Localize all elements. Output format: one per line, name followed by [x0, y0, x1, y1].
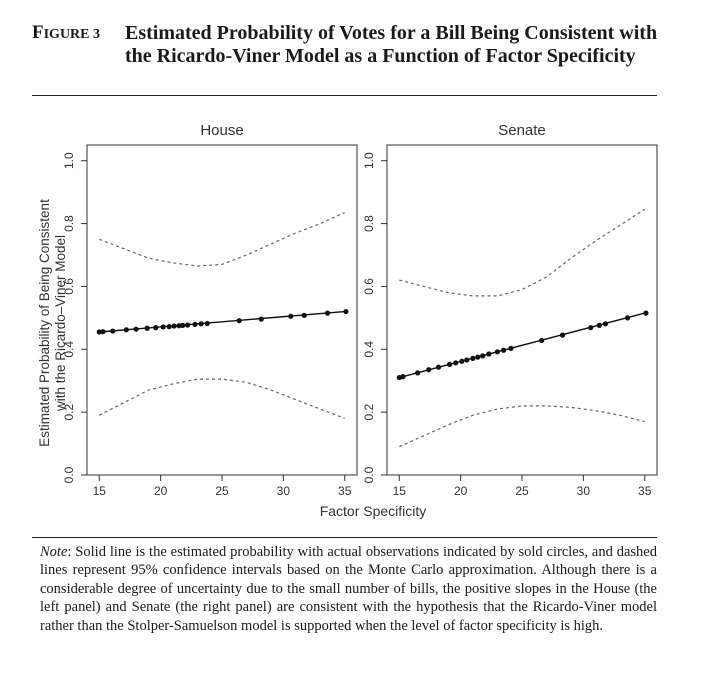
figure-label-initial: F [32, 22, 44, 43]
house-lower-ci-line [99, 378, 345, 419]
senate-observation-point [486, 351, 492, 357]
house-x-tick-label: 25 [215, 484, 229, 498]
figure-note: Note: Solid line is the estimated probab… [40, 543, 657, 635]
senate-observation-point [435, 364, 442, 370]
house-observation-point [160, 324, 166, 330]
house-x-tick-label: 35 [338, 484, 352, 498]
house-observation-point [343, 308, 349, 315]
senate-observation-point [508, 345, 514, 351]
senate-observation-point [624, 315, 631, 321]
house-observation-point [180, 322, 186, 328]
senate-panel-title: Senate [498, 122, 546, 139]
senate-observation-point [464, 357, 470, 363]
senate-observation-point [446, 361, 453, 367]
senate-observation-point [480, 353, 486, 359]
senate-x-tick-label: 15 [393, 484, 407, 498]
house-upper-ci-line [99, 212, 345, 267]
house-observation-point [153, 325, 159, 331]
senate-observation-point [588, 325, 594, 331]
house-observation-point [171, 323, 177, 329]
house-observation-point [144, 325, 150, 331]
figure-label: FIGURE 3 [32, 22, 100, 44]
house-observation-point [236, 318, 242, 324]
house-x-tick-label: 30 [277, 484, 291, 498]
house-y-tick-label: 0.6 [62, 278, 76, 295]
house-y-tick-label: 0.4 [62, 341, 76, 358]
y-axis-label-line-2: with the Ricardo–Viner Model [53, 235, 68, 412]
house-y-tick-label: 1.0 [62, 152, 76, 169]
house-observation-point [192, 321, 198, 328]
senate-observation-point [415, 370, 421, 376]
senate-panel: Senate 15 20 25 30 35 0.0 0.2 0.4 0.6 0.8 1.0 [362, 122, 658, 498]
house-observation-point [324, 310, 331, 316]
figure-label-rest: IGURE 3 [43, 27, 101, 42]
senate-y-tick-label: 0.2 [362, 403, 376, 420]
senate-plot-frame [386, 144, 658, 476]
house-y-tick-label: 0.0 [62, 466, 76, 483]
senate-x-tick-label: 35 [638, 484, 652, 498]
house-observation-point [288, 313, 294, 319]
senate-y-tick-label: 0.4 [362, 341, 376, 358]
house-observation-point [204, 320, 210, 327]
senate-upper-ci-line [399, 208, 646, 297]
house-y-tick-label: 0.2 [62, 403, 76, 420]
senate-y-tick-label: 0.6 [362, 278, 376, 295]
house-observation-point [123, 327, 129, 333]
house-panel: House 15 20 25 30 35 0.0 0.2 0.4 0.6 0.8 1.0 [62, 122, 358, 498]
house-observation-point [166, 324, 172, 330]
senate-observation-point [559, 332, 566, 338]
senate-observation-point [494, 349, 501, 355]
house-observation-point [133, 326, 139, 332]
senate-observation-point [459, 358, 465, 364]
house-y-tick-label: 0.8 [62, 215, 76, 232]
senate-observation-point [596, 322, 602, 328]
house-observation-point [100, 329, 106, 335]
y-axis-label-line-1: Estimated Probability of Being Consisten… [37, 199, 52, 447]
senate-observation-point [643, 310, 649, 316]
house-observation-point [110, 328, 116, 334]
house-panel-title: House [200, 122, 243, 139]
senate-observation-point [475, 354, 481, 360]
house-x-tick-label: 15 [93, 484, 107, 498]
senate-y-tick-label: 0.0 [362, 466, 376, 483]
senate-observation-point [400, 374, 406, 380]
note-text: : Solid line is the estimated probabilit… [40, 544, 657, 634]
header-rule [32, 95, 657, 96]
senate-x-tick-label: 30 [577, 484, 591, 498]
house-observation-point [198, 321, 204, 327]
senate-observation-point [539, 337, 545, 344]
senate-observation-point [602, 321, 609, 327]
senate-observation-point [500, 347, 507, 353]
senate-x-tick-label: 25 [515, 484, 529, 498]
note-lead: Note [40, 544, 68, 560]
house-observation-point [301, 312, 307, 318]
figure-title: Estimated Probability of Votes for a Bil… [125, 22, 658, 67]
x-axis-label: Factor Specificity [320, 503, 427, 519]
chart-figure: House 15 20 25 30 35 0.0 0.2 0.4 0.6 0.8 1.0 Senate… [37, 122, 658, 519]
house-x-tick-label: 20 [154, 484, 168, 498]
senate-observation-point [426, 367, 432, 373]
note-rule [32, 537, 657, 538]
senate-y-tick-label: 0.8 [362, 215, 376, 232]
senate-observation-point [470, 355, 476, 361]
senate-lower-ci-line [399, 405, 645, 448]
senate-y-tick-label: 1.0 [362, 152, 376, 169]
house-observation-point [185, 322, 191, 328]
house-plot-frame [86, 144, 358, 476]
senate-observation-point [453, 360, 459, 366]
senate-x-tick-label: 20 [454, 484, 468, 498]
house-observation-point [258, 316, 264, 322]
